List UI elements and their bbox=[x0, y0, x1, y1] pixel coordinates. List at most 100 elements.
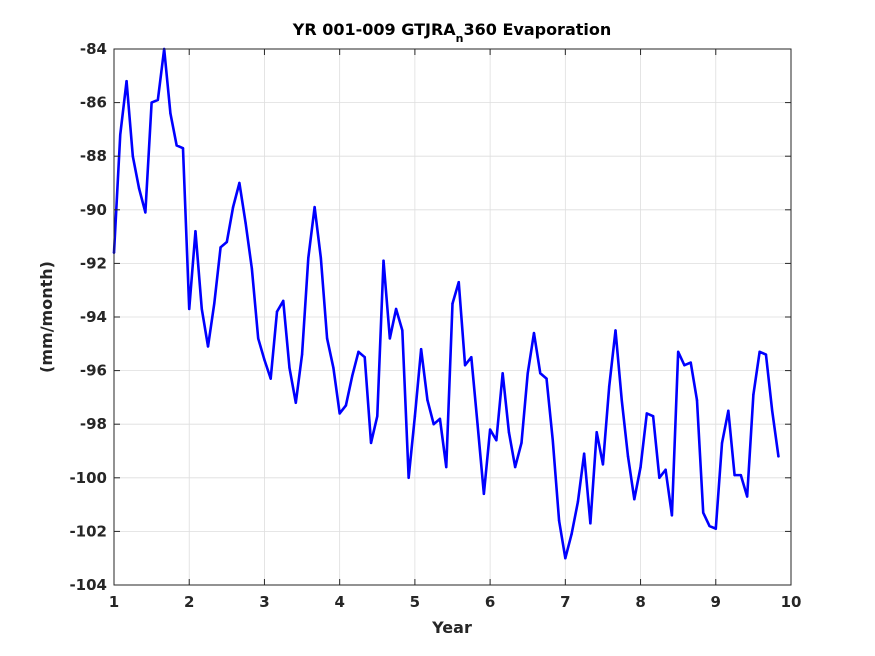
data-point bbox=[363, 356, 366, 359]
x-tick-label: 1 bbox=[109, 593, 119, 611]
data-point bbox=[476, 423, 479, 426]
x-axis-label: Year bbox=[431, 618, 472, 637]
x-tick-label: 5 bbox=[410, 593, 420, 611]
data-point bbox=[745, 495, 749, 498]
data-point bbox=[119, 133, 122, 136]
data-point bbox=[620, 398, 623, 402]
data-point bbox=[332, 366, 335, 370]
data-point bbox=[626, 455, 630, 458]
y-axis-label: (mm/month) bbox=[37, 261, 56, 373]
data-point bbox=[676, 350, 680, 354]
data-point bbox=[269, 377, 272, 380]
data-point bbox=[438, 417, 442, 421]
data-point bbox=[300, 353, 304, 356]
data-point bbox=[733, 473, 736, 477]
data-point bbox=[194, 230, 197, 233]
y-tick-label: -92 bbox=[80, 254, 107, 272]
data-point bbox=[463, 364, 467, 367]
data-point bbox=[576, 500, 580, 504]
data-point bbox=[614, 329, 617, 332]
data-point bbox=[451, 302, 454, 305]
x-tick-label: 7 bbox=[560, 593, 570, 611]
data-point bbox=[520, 441, 523, 445]
data-point bbox=[125, 79, 128, 83]
data-point bbox=[470, 356, 473, 359]
data-point bbox=[307, 256, 310, 260]
data-point bbox=[401, 329, 404, 332]
data-point bbox=[181, 146, 185, 150]
y-tick-label: -90 bbox=[80, 201, 107, 219]
data-point bbox=[419, 347, 423, 351]
y-tick-label: -94 bbox=[80, 308, 107, 326]
data-point bbox=[407, 476, 410, 479]
x-tick-label: 2 bbox=[184, 593, 194, 611]
data-point bbox=[282, 299, 285, 303]
x-tick-label: 8 bbox=[635, 593, 645, 611]
data-point bbox=[564, 557, 567, 560]
data-point bbox=[382, 259, 385, 262]
data-point bbox=[344, 404, 348, 407]
y-tick-label: -88 bbox=[80, 147, 107, 165]
data-point bbox=[263, 358, 266, 362]
y-tick-label: -96 bbox=[80, 362, 107, 380]
series-layer bbox=[112, 47, 780, 560]
data-point bbox=[633, 498, 636, 501]
data-point bbox=[601, 463, 605, 466]
data-point bbox=[758, 350, 761, 354]
data-point bbox=[689, 361, 692, 364]
data-point bbox=[645, 412, 648, 415]
data-point bbox=[257, 337, 260, 340]
data-point bbox=[131, 155, 135, 158]
data-point bbox=[156, 98, 160, 102]
x-tick-label: 10 bbox=[781, 593, 802, 611]
chart-title-prefix: YR 001-009 GTJRA bbox=[292, 20, 457, 39]
data-point bbox=[551, 439, 554, 442]
x-tick-label: 6 bbox=[485, 593, 495, 611]
data-point bbox=[313, 205, 316, 209]
y-tick-label: -100 bbox=[69, 469, 107, 487]
data-point bbox=[777, 455, 780, 458]
chart-title-subscript: n bbox=[456, 32, 464, 45]
data-point bbox=[231, 205, 235, 209]
data-point bbox=[238, 181, 241, 185]
data-point bbox=[426, 398, 429, 402]
data-point bbox=[482, 492, 486, 496]
data-point bbox=[501, 372, 504, 375]
data-point bbox=[664, 468, 667, 471]
data-point bbox=[175, 144, 178, 147]
data-point bbox=[188, 307, 191, 311]
y-tick-label: -84 bbox=[80, 40, 107, 58]
data-point bbox=[770, 409, 774, 412]
data-point bbox=[206, 345, 210, 348]
data-point bbox=[720, 441, 724, 445]
data-point bbox=[325, 337, 329, 340]
data-point bbox=[388, 337, 392, 340]
data-point bbox=[639, 465, 642, 469]
data-point bbox=[225, 240, 229, 244]
data-point bbox=[589, 522, 592, 525]
data-point bbox=[658, 476, 661, 479]
data-point bbox=[294, 401, 298, 404]
data-point bbox=[376, 414, 379, 418]
data-point bbox=[250, 267, 254, 270]
data-point bbox=[457, 280, 460, 284]
data-point bbox=[357, 350, 360, 354]
data-point bbox=[764, 353, 768, 356]
data-point bbox=[582, 452, 586, 455]
data-point bbox=[513, 465, 517, 469]
data-point bbox=[495, 439, 498, 442]
x-tick-label: 3 bbox=[259, 593, 269, 611]
data-point bbox=[532, 331, 536, 335]
data-point bbox=[338, 412, 341, 415]
chart-title: YR 001-009 GTJRAn360 Evaporation bbox=[292, 20, 612, 45]
data-point bbox=[545, 377, 548, 380]
data-point bbox=[137, 187, 141, 190]
data-point bbox=[169, 112, 172, 115]
data-point bbox=[488, 428, 492, 431]
y-tick-label: -104 bbox=[69, 576, 107, 594]
data-point bbox=[445, 465, 448, 469]
data-point bbox=[539, 372, 542, 375]
data-point bbox=[200, 307, 203, 311]
data-point bbox=[213, 302, 216, 305]
data-point bbox=[150, 101, 153, 104]
